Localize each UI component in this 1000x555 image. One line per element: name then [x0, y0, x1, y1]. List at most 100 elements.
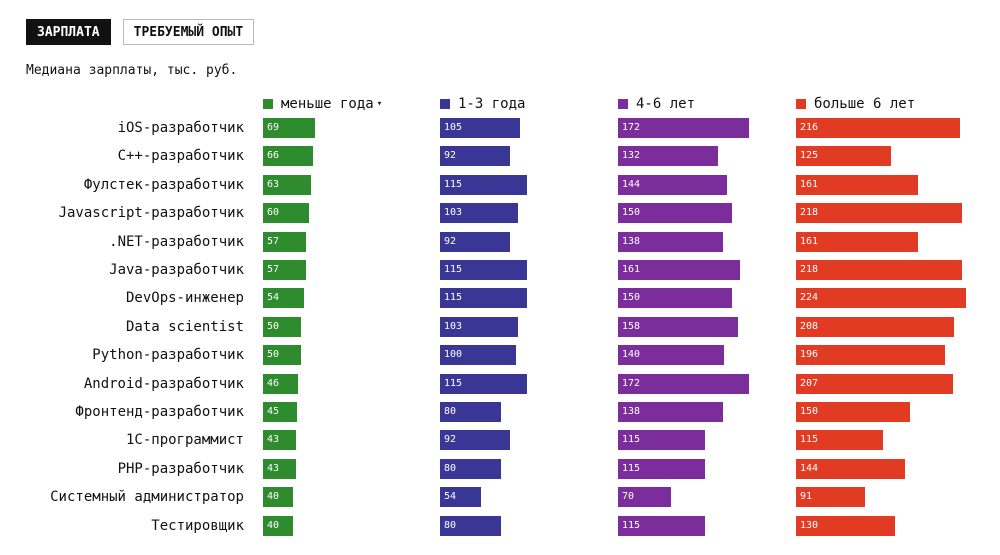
bar-value-label: 40	[267, 520, 280, 531]
bar-value-label: 140	[622, 349, 641, 360]
bar-value-label: 50	[267, 321, 280, 332]
bar-value-label: 161	[800, 179, 819, 190]
bar-value-label: 91	[800, 491, 813, 502]
category-label: .NET-разработчик	[109, 234, 244, 250]
bar-1-ios-разработчик	[263, 118, 315, 138]
bar-value-label: 115	[622, 520, 641, 531]
category-label: iOS-разработчик	[117, 120, 244, 136]
bar-2-java-разработчик	[440, 260, 527, 280]
bar-value-label: 57	[267, 264, 280, 275]
bar-value-label: 54	[444, 491, 457, 502]
bar-value-label: 150	[800, 406, 819, 417]
bar-3-фулстек-разработчик	[618, 175, 727, 195]
bar-2-системный-администратор	[440, 487, 481, 507]
category-label: Data scientist	[125, 319, 244, 335]
bar-4-javascript-разработчик	[796, 203, 962, 223]
bar-2-python-разработчик	[440, 345, 516, 365]
bar-1-python-разработчик	[263, 345, 301, 365]
bar-2-фронтенд-разработчик	[440, 402, 501, 422]
bar-3-net-разработчик	[618, 232, 723, 252]
chart-subtitle: Медиана зарплаты, тыс. руб.	[26, 63, 238, 78]
bar-1-1с-программист	[263, 430, 296, 450]
bar-value-label: 80	[444, 406, 457, 417]
bar-3-тестировщик	[618, 516, 705, 536]
bar-value-label: 218	[800, 264, 819, 275]
bar-4-data-scientist	[796, 317, 954, 337]
bar-value-label: 80	[444, 520, 457, 531]
bar-value-label: 196	[800, 349, 819, 360]
bar-2-net-разработчик	[440, 232, 510, 252]
category-label: Java-разработчик	[109, 262, 244, 278]
bar-value-label: 130	[800, 520, 819, 531]
bar-4-фулстек-разработчик	[796, 175, 918, 195]
bar-1-системный-администратор	[263, 487, 293, 507]
bar-3-c-разработчик	[618, 146, 718, 166]
bar-value-label: 103	[444, 321, 463, 332]
tab-required-experience[interactable]: ТРЕБУЕМЫЙ ОПЫТ	[122, 19, 255, 45]
bar-value-label: 105	[444, 122, 463, 133]
legend-swatch	[796, 99, 806, 109]
bar-4-фронтенд-разработчик	[796, 402, 910, 422]
bar-value-label: 50	[267, 349, 280, 360]
sort-down-icon[interactable]: ▾	[376, 99, 383, 109]
bar-value-label: 207	[800, 378, 819, 389]
bar-4-php-разработчик	[796, 459, 905, 479]
bar-value-label: 172	[622, 122, 641, 133]
category-label: Python-разработчик	[92, 347, 244, 363]
bar-4-android-разработчик	[796, 374, 953, 394]
bar-value-label: 150	[622, 207, 641, 218]
bar-value-label: 43	[267, 463, 280, 474]
legend-item-2[interactable]: 1-3 года	[440, 96, 525, 112]
legend-swatch	[440, 99, 450, 109]
legend-item-1[interactable]: меньше года ▾	[263, 96, 382, 112]
category-label: DevOps-инженер	[125, 290, 244, 306]
bar-3-1с-программист	[618, 430, 705, 450]
bar-value-label: 224	[800, 292, 819, 303]
legend-swatch	[618, 99, 628, 109]
bar-2-1с-программист	[440, 430, 510, 450]
legend-item-3[interactable]: 4-6 лет	[618, 96, 695, 112]
bar-value-label: 100	[444, 349, 463, 360]
bar-value-label: 92	[444, 236, 457, 247]
bar-1-data-scientist	[263, 317, 301, 337]
bar-1-javascript-разработчик	[263, 203, 309, 223]
bar-value-label: 66	[267, 150, 280, 161]
bar-value-label: 40	[267, 491, 280, 502]
bar-value-label: 144	[800, 463, 819, 474]
bar-value-label: 57	[267, 236, 280, 247]
bar-value-label: 172	[622, 378, 641, 389]
bar-2-php-разработчик	[440, 459, 501, 479]
tab-bar: ЗАРПЛАТА ТРЕБУЕМЫЙ ОПЫТ	[26, 19, 255, 45]
bar-value-label: 144	[622, 179, 641, 190]
bar-3-android-разработчик	[618, 374, 749, 394]
bar-2-ios-разработчик	[440, 118, 520, 138]
bar-value-label: 63	[267, 179, 280, 190]
bar-value-label: 70	[622, 491, 635, 502]
bar-2-тестировщик	[440, 516, 501, 536]
bar-value-label: 69	[267, 122, 280, 133]
bar-3-системный-администратор	[618, 487, 671, 507]
category-label: Тестировщик	[151, 518, 244, 534]
bar-value-label: 103	[444, 207, 463, 218]
bar-3-ios-разработчик	[618, 118, 749, 138]
bar-value-label: 150	[622, 292, 641, 303]
bar-value-label: 60	[267, 207, 280, 218]
category-label: Android-разработчик	[83, 376, 244, 392]
bar-value-label: 46	[267, 378, 280, 389]
bar-2-фулстек-разработчик	[440, 175, 527, 195]
bar-value-label: 115	[444, 378, 463, 389]
bar-4-c-разработчик	[796, 146, 891, 166]
legend-label: больше 6 лет	[814, 96, 916, 112]
bar-value-label: 208	[800, 321, 819, 332]
bar-1-php-разработчик	[263, 459, 296, 479]
category-label: Фулстек-разработчик	[83, 177, 244, 193]
bar-value-label: 115	[622, 434, 641, 445]
bar-3-php-разработчик	[618, 459, 705, 479]
bar-1-фронтенд-разработчик	[263, 402, 297, 422]
tab-salary[interactable]: ЗАРПЛАТА	[26, 19, 111, 45]
bar-2-devops-инженер	[440, 288, 527, 308]
legend-item-4[interactable]: больше 6 лет	[796, 96, 915, 112]
bar-value-label: 115	[622, 463, 641, 474]
bar-value-label: 80	[444, 463, 457, 474]
category-label: Системный администратор	[50, 489, 244, 505]
